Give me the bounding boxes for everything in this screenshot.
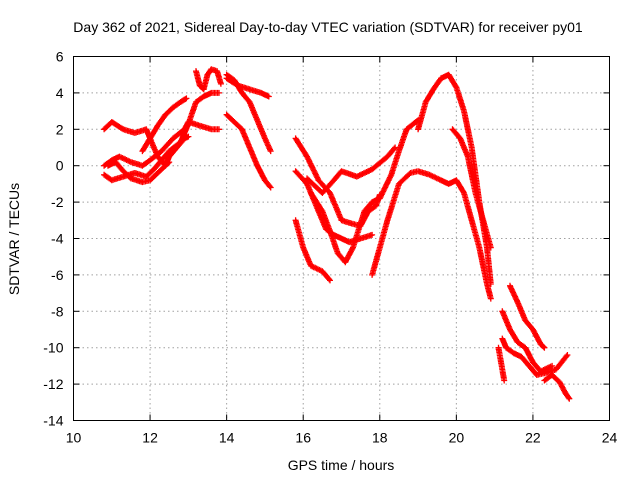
series-p — [369, 168, 494, 302]
data-marker-track — [223, 71, 274, 155]
y-tick-label: 4 — [56, 85, 64, 101]
data-marker-track — [507, 282, 548, 351]
series-i — [223, 71, 274, 155]
data-marker-track — [292, 217, 333, 284]
series-e — [139, 95, 190, 155]
data-marker-track — [105, 133, 192, 186]
data-marker-track — [499, 335, 571, 378]
data-marker-track — [304, 144, 399, 196]
x-tick-labels: 10 12 14 16 18 20 22 24 — [66, 430, 618, 446]
series-s — [499, 308, 556, 375]
x-tick-label: 20 — [449, 430, 465, 446]
y-tick-label: -2 — [51, 194, 64, 210]
y-tick-label: -6 — [51, 267, 64, 283]
axis-ticks — [73, 56, 610, 421]
x-tick-label: 16 — [295, 430, 311, 446]
data-marker-track — [139, 95, 190, 155]
series-f — [193, 66, 224, 93]
y-tick-label: -12 — [43, 376, 63, 392]
y-tick-label: 2 — [56, 121, 64, 137]
data-marker-track — [449, 126, 494, 251]
data-marker-track — [307, 117, 422, 266]
series-c — [101, 119, 173, 169]
x-tick-label: 12 — [142, 430, 158, 446]
x-tick-label: 10 — [66, 430, 82, 446]
data-marker-track — [369, 168, 494, 302]
y-tick-label: 6 — [56, 49, 64, 65]
y-tick-label: -8 — [51, 303, 64, 319]
x-tick-label: 18 — [372, 430, 388, 446]
y-tick-label: -10 — [43, 340, 63, 356]
series-m — [292, 217, 333, 284]
data-marker-track — [541, 372, 573, 402]
series-o — [307, 117, 422, 266]
series-d — [105, 133, 192, 186]
series-t — [499, 335, 571, 378]
data-marker-track — [499, 308, 556, 375]
series-n — [304, 144, 399, 196]
series-u — [495, 344, 508, 384]
x-axis-label: GPS time / hours — [288, 457, 395, 473]
x-tick-label: 22 — [525, 430, 541, 446]
series-r — [449, 126, 494, 251]
x-tick-label: 24 — [602, 430, 618, 446]
data-marker-track — [495, 344, 508, 384]
y-tick-label: 0 — [56, 158, 64, 174]
data-marker-track — [101, 119, 173, 169]
data-marker-track — [223, 111, 274, 191]
y-tick-label: -14 — [43, 413, 63, 429]
series-w — [541, 372, 573, 402]
y-tick-labels: -14 -12 -10 -8 -6 -4 -2 0 2 4 6 — [43, 49, 63, 429]
data-marker-track — [193, 66, 224, 93]
x-tick-label: 14 — [219, 430, 235, 446]
data-points — [101, 66, 573, 402]
data-marker-track — [185, 89, 222, 127]
series-j — [223, 111, 274, 191]
series-v — [507, 282, 548, 351]
chart-title: Day 362 of 2021, Sidereal Day-to-day VTE… — [73, 19, 583, 35]
y-tick-label: -4 — [51, 231, 64, 247]
series-g — [185, 89, 222, 127]
y-axis-label: SDTVAR / TECUs — [6, 183, 22, 295]
